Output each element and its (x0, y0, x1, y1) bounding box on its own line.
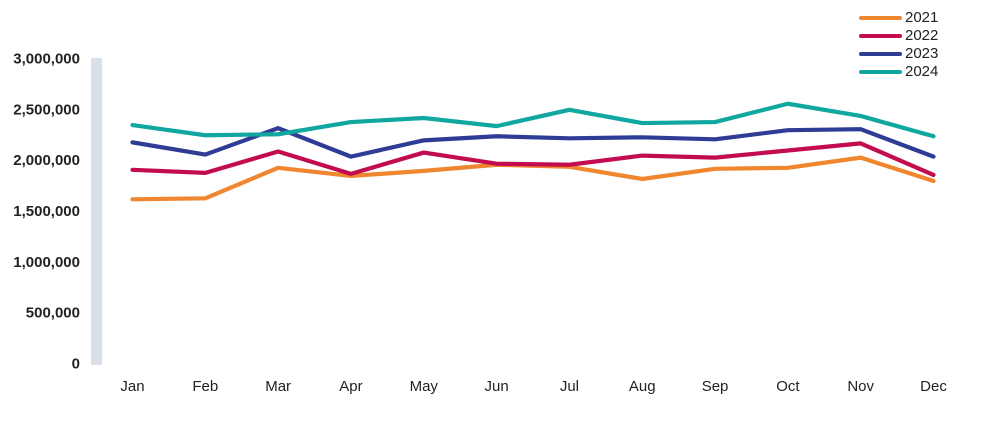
legend-label: 2024 (905, 63, 939, 80)
legend-swatch-icon (859, 69, 902, 75)
series-line-2023 (130, 126, 936, 159)
x-tick-label: Jun (484, 378, 508, 395)
y-tick-label: 0 (72, 356, 80, 373)
y-tick-label: 1,500,000 (13, 203, 80, 220)
x-tick-label: Sep (702, 378, 729, 395)
x-tick-label: Dec (920, 378, 947, 395)
y-tick-label: 500,000 (26, 305, 80, 322)
legend-label: 2021 (905, 9, 939, 26)
x-tick-label: Nov (847, 378, 874, 395)
x-tick-label: Mar (265, 378, 291, 395)
y-axis-bar (91, 58, 102, 365)
x-tick-label: Oct (776, 378, 800, 395)
x-tick-label: Jan (120, 378, 144, 395)
series-line-2022 (130, 141, 936, 178)
legend-label: 2023 (905, 45, 939, 62)
legend-label: 2022 (905, 27, 939, 44)
y-tick-label: 2,500,000 (13, 101, 80, 118)
legend-item-2022: 2022 (859, 27, 938, 45)
y-tick-label: 1,000,000 (13, 254, 80, 271)
legend-swatch-icon (859, 15, 902, 21)
series-line-2024 (130, 101, 936, 139)
x-tick-label: Apr (339, 378, 362, 395)
legend-item-2024: 2024 (859, 63, 938, 81)
y-tick-label: 2,000,000 (13, 152, 80, 169)
y-tick-label: 3,000,000 (13, 51, 80, 68)
x-tick-label: Jul (560, 378, 579, 395)
x-tick-label: May (410, 378, 439, 395)
legend-swatch-icon (859, 51, 902, 57)
legend-item-2023: 2023 (859, 45, 938, 63)
legend: 2021 2022 2023 2024 (859, 9, 938, 81)
legend-item-2021: 2021 (859, 9, 938, 27)
x-tick-label: Aug (629, 378, 656, 395)
x-tick-label: Feb (192, 378, 218, 395)
legend-swatch-icon (859, 33, 902, 39)
